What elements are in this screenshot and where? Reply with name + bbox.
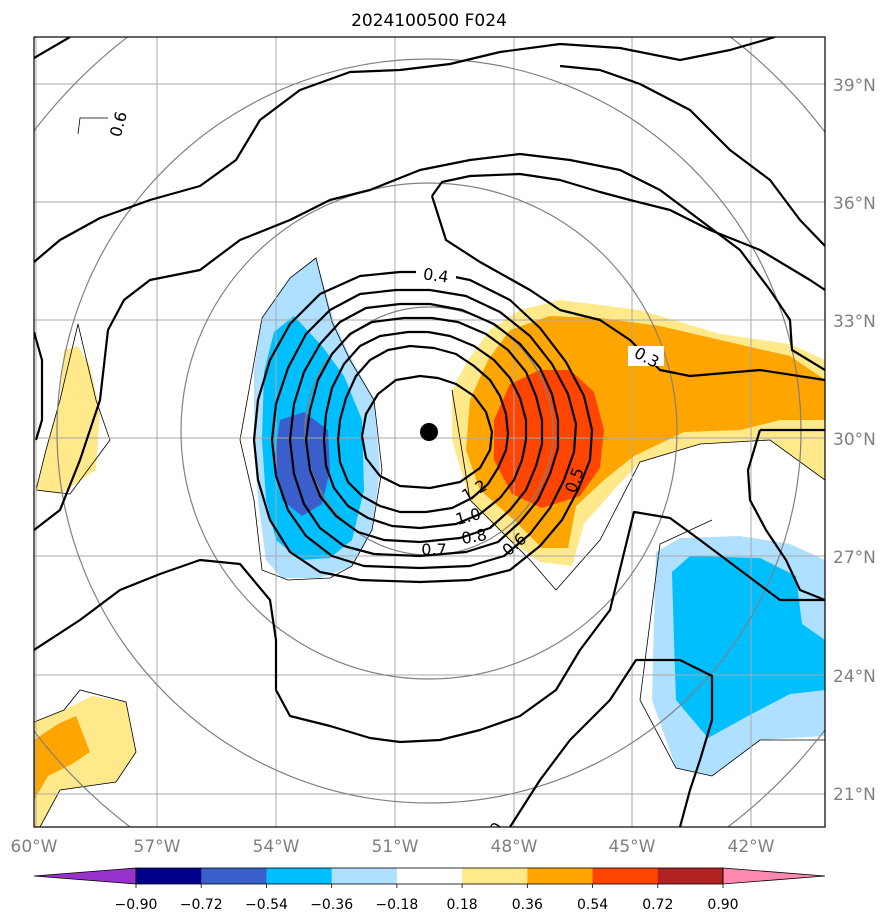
colorbar-bin: [136, 868, 202, 884]
colorbar-bin: [592, 868, 659, 884]
colorbar-bin: [527, 868, 594, 884]
lat-tick-label: 30°N: [833, 430, 876, 450]
colorbar-bin: [396, 868, 463, 884]
storm-center-marker: [420, 423, 438, 441]
colorbar-bin: [462, 868, 528, 884]
colorbar-tick-label: −0.90: [115, 897, 158, 913]
contour-label: 0.4: [422, 264, 450, 286]
colorbar-tick-label: 0.36: [512, 897, 543, 913]
colorbar-bin: [657, 868, 724, 884]
thin-contour-southwest: [34, 689, 137, 827]
lon-tick-label: 60°W: [11, 837, 58, 857]
contour-ring-6: [336, 344, 510, 514]
contour-outer-a: [34, 152, 825, 531]
contour-ring-5: [322, 330, 528, 530]
contour-ring-1: [252, 270, 594, 584]
contour-label: 0: [486, 819, 507, 838]
colorbar-tick-label: −0.72: [180, 897, 223, 913]
colorbar-tick-label: −0.36: [310, 897, 353, 913]
contour-outer-f: [34, 510, 825, 744]
contour-label: 0.7: [421, 540, 446, 559]
colorbar: −0.90 −0.72 −0.54 −0.36 −0.18 0.18 0.36 0.54 0.7…: [33, 867, 826, 913]
chart-title: 2024100500 F024: [351, 11, 507, 31]
contour-outer-e: [430, 195, 825, 382]
lon-tick-label: 54°W: [253, 837, 300, 857]
contour-ring-7: [360, 374, 494, 490]
colorbar-tick-label: 0.54: [577, 897, 608, 913]
colorbar-tick-label: −0.54: [245, 897, 288, 913]
thin-contour-southeast: [639, 519, 825, 777]
colorbar-extend-min: [33, 867, 137, 885]
shade-negative-southeast-medium: [672, 556, 825, 738]
lat-tick-label: 27°N: [833, 548, 876, 568]
lon-tick-label: 45°W: [609, 837, 656, 857]
colorbar-extend-max: [722, 867, 826, 885]
contour-outer-g: [746, 428, 825, 602]
lon-tick-label: 51°W: [372, 837, 419, 857]
contour-outer-j: [559, 64, 825, 247]
contour-label: 0.8: [460, 525, 488, 548]
colorbar-tick-label: 0.90: [707, 897, 738, 913]
contour-ring-3: [288, 302, 560, 558]
colorbar-outline: [135, 867, 724, 885]
contour-ring-2: [270, 288, 578, 570]
contour-label-bg: [416, 264, 456, 284]
colorbar-bin: [201, 868, 267, 884]
lat-tick-label: 39°N: [833, 76, 876, 96]
lat-tick-label: 24°N: [833, 667, 876, 687]
contour-ring-4: [304, 316, 544, 544]
contour-label-bg: [628, 346, 664, 366]
thick-contour-layer: [34, 37, 825, 827]
lat-tick-label: 33°N: [833, 312, 876, 332]
lon-tick-label: 57°W: [134, 837, 181, 857]
colorbar-bin: [331, 868, 398, 884]
colorbar-bin: [266, 868, 333, 884]
contour-outer-b: [34, 37, 776, 263]
lon-tick-label: 48°W: [491, 837, 538, 857]
lat-tick-label: 36°N: [833, 194, 876, 214]
lat-tick-labels: 21°N 24°N 27°N 30°N 33°N 36°N 39°N: [833, 76, 876, 805]
contour-outer-h: [509, 658, 714, 827]
graticule: [34, 37, 825, 827]
colorbar-tick-label: 0.72: [642, 897, 673, 913]
lat-tick-label: 21°N: [833, 785, 876, 805]
contour-outer-c: [34, 37, 71, 59]
shade-positive-west-small: [36, 346, 100, 494]
colorbar-tick-label: −0.18: [375, 897, 418, 913]
thin-contour-nw: [77, 117, 108, 135]
shade-positive-southwest-orange: [34, 716, 90, 800]
lon-tick-label: 42°W: [728, 837, 775, 857]
contour-outer-d: [431, 172, 825, 291]
contour-outer-i: [34, 331, 44, 441]
map-frame: [33, 36, 826, 828]
thin-contour-east: [451, 389, 825, 591]
lon-tick-labels: 60°W 57°W 54°W 51°W 48°W 45°W 42°W: [11, 837, 775, 857]
range-ring: [180, 182, 678, 680]
colorbar-tick-label: 0.18: [447, 897, 478, 913]
